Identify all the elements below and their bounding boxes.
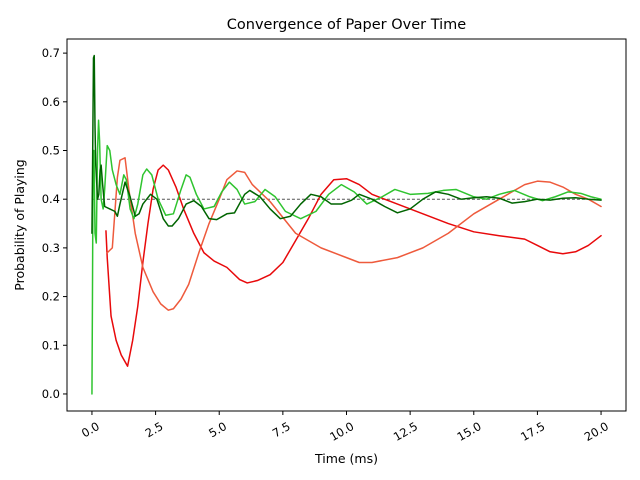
y-tick-label: 0.5 [42,144,60,158]
axes-background [67,39,626,411]
series-line-2 [106,157,602,311]
x-axis-label: Time (ms) [314,451,378,466]
y-axis-label: Probability of Playing [12,159,27,290]
y-tick-label: 0.6 [42,95,60,109]
y-tick-label: 0.1 [42,338,60,352]
series-line-1 [105,164,602,367]
series-line-4 [91,54,602,235]
series-group [91,54,602,395]
y-tick-label: 0.2 [42,290,60,304]
y-axis: 0.0 0.1 0.2 0.3 0.4 0.5 0.6 0.7 [42,46,67,401]
chart-title: Convergence of Paper Over Time [227,17,467,33]
y-tick-label: 0.3 [42,241,60,255]
y-tick-label: 0.7 [42,46,60,60]
plot-area [66,38,627,412]
y-tick-label: 0.0 [42,387,60,401]
y-tick-label: 0.4 [42,192,60,206]
